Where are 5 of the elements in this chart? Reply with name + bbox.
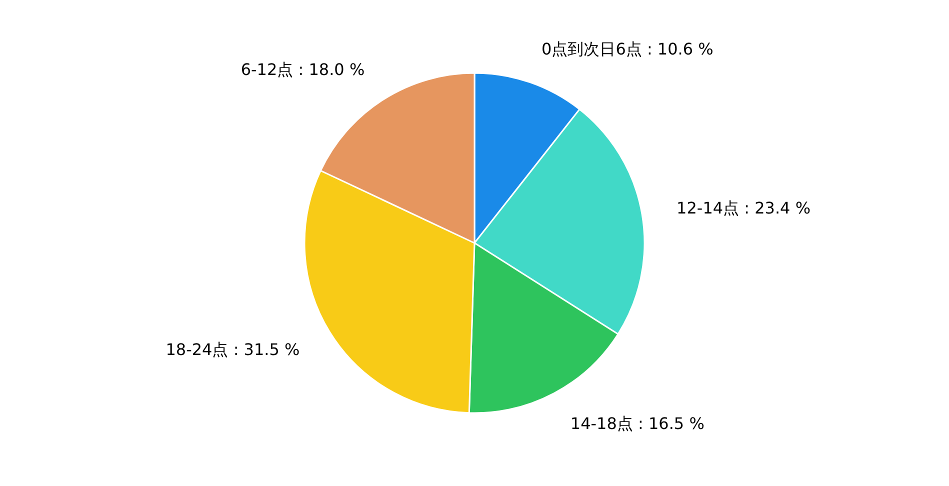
slice-label: 12-14点 : 23.4 % [676,198,811,218]
slice-label: 18-24点 : 31.5 % [166,340,300,360]
slice-label: 6-12点 : 18.0 % [240,60,365,79]
slice-label: 14-18点 : 16.5 % [570,414,704,434]
slice-label: 0点到次日6点 : 10.6 % [542,39,714,58]
